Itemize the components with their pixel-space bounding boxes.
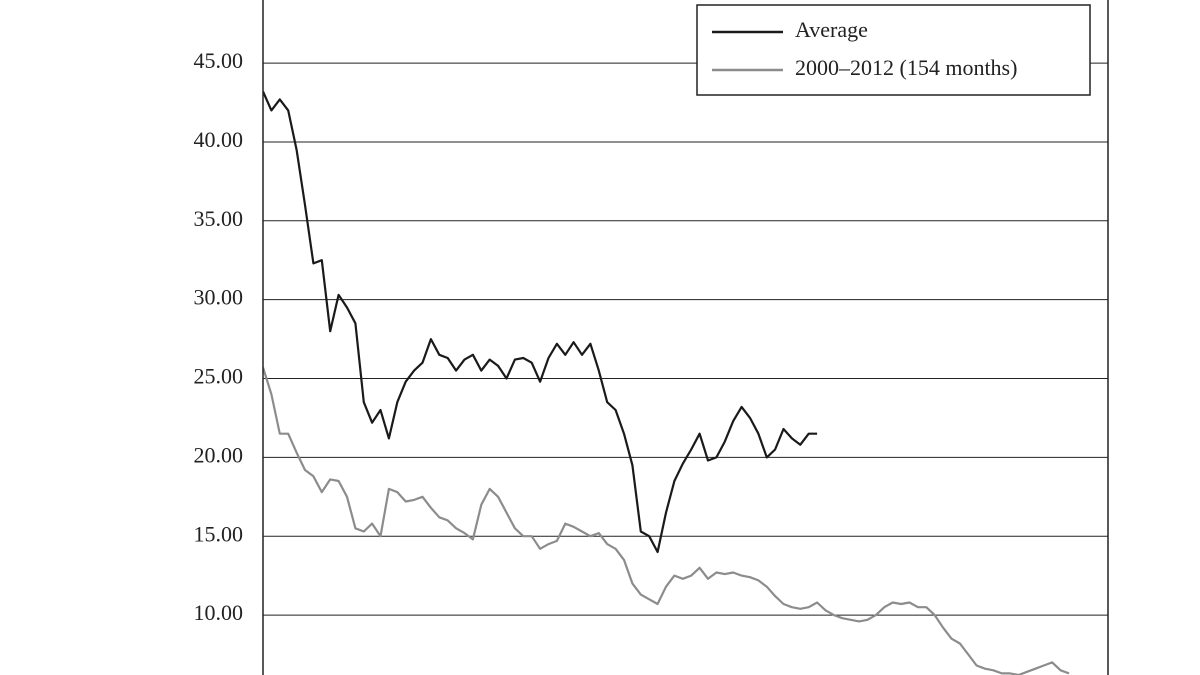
y-tick-label: 30.00 bbox=[194, 285, 244, 310]
grid: 10.00 15.00 20.00 25.00 30.00 35.00 40.00 45.00 bbox=[194, 48, 1108, 625]
y-tick-label: 10.00 bbox=[194, 600, 244, 625]
plot-area bbox=[263, 91, 1070, 675]
legend-label: 2000–2012 (154 months) bbox=[795, 55, 1017, 80]
series-line bbox=[263, 367, 1070, 675]
y-tick-label: 45.00 bbox=[194, 48, 244, 73]
y-tick-label: 20.00 bbox=[194, 442, 244, 467]
y-tick-label: 25.00 bbox=[194, 364, 244, 389]
y-tick-label: 15.00 bbox=[194, 521, 244, 546]
legend-box bbox=[696, 4, 1091, 96]
y-tick-label: 40.00 bbox=[194, 127, 244, 152]
y-tick-label: 35.00 bbox=[194, 206, 244, 231]
legend: Average 2000–2012 (154 months) bbox=[696, 4, 1091, 96]
legend-label: Average bbox=[795, 17, 868, 42]
series-line bbox=[263, 91, 818, 554]
